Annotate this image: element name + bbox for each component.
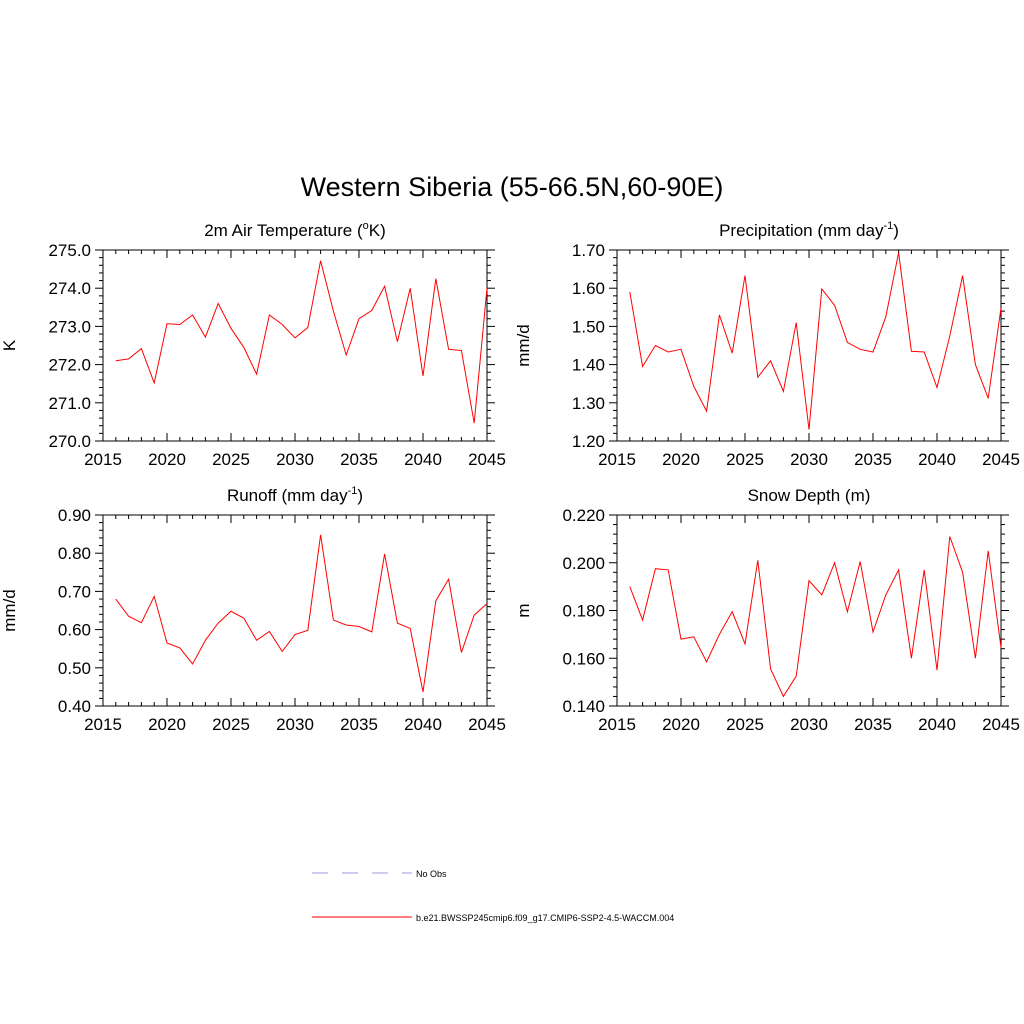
y-tick-label: 271.0 (48, 394, 91, 413)
chart-panel: Precipitation (mm day-1) mm/d 2015 2020 2025… (514, 220, 1020, 469)
chart-panel: Snow Depth (m) m 2015 2020 2025 2030 2035 2040 2… (514, 486, 1020, 734)
x-tick-label: 2015 (84, 715, 122, 734)
x-tick-label: 2020 (662, 715, 700, 734)
x-tick-label: 2020 (148, 715, 186, 734)
y-axis-label: mm/d (0, 589, 19, 632)
y-tick-label: 1.30 (572, 394, 605, 413)
y-tick-label: 1.20 (572, 432, 605, 451)
series-line (629, 536, 1002, 698)
x-tick-label: 2025 (726, 450, 764, 469)
y-tick-label: 1.40 (572, 356, 605, 375)
y-tick-label: 0.140 (562, 697, 605, 716)
plot-frame (102, 249, 488, 442)
x-tick-label: 2030 (276, 450, 314, 469)
y-axis-label: mm/d (514, 324, 533, 367)
chart-panel: Runoff (mm day-1) mm/d 2015 2020 2025 2030 203… (0, 485, 506, 734)
x-tick-label: 2020 (148, 450, 186, 469)
panel-title-tail: ) (357, 486, 363, 505)
y-tick-label: 0.220 (562, 506, 605, 525)
panel-title: Snow Depth (m) (748, 486, 871, 505)
series-line (115, 534, 488, 692)
x-tick-label: 2045 (982, 450, 1020, 469)
y-axis-label: m (514, 603, 533, 617)
y-tick-label: 0.40 (58, 697, 91, 716)
panel-title-tail: K) (369, 221, 386, 240)
x-tick-label: 2045 (982, 715, 1020, 734)
panel-title: 2m Air Temperature (oK) (204, 220, 386, 240)
panel-title-tail: ) (893, 221, 899, 240)
x-tick-label: 2040 (918, 715, 956, 734)
y-tick-label: 0.50 (58, 659, 91, 678)
x-tick-label: 2035 (854, 450, 892, 469)
panel-title-superscript: -1 (883, 220, 893, 232)
x-tick-label: 2020 (662, 450, 700, 469)
x-tick-label: 2035 (854, 715, 892, 734)
x-tick-label: 2015 (598, 450, 636, 469)
x-tick-label: 2025 (212, 450, 250, 469)
y-tick-label: 1.60 (572, 279, 605, 298)
plot-frame (616, 249, 1002, 442)
x-tick-label: 2040 (404, 715, 442, 734)
y-tick-label: 0.90 (58, 506, 91, 525)
panel-title-text: Snow Depth (m) (748, 486, 871, 505)
y-tick-label: 1.50 (572, 317, 605, 336)
x-tick-label: 2015 (84, 450, 122, 469)
y-tick-label: 0.160 (562, 649, 605, 668)
y-tick-label: 272.0 (48, 356, 91, 375)
panel-title: Runoff (mm day-1) (227, 485, 363, 505)
x-tick-label: 2045 (468, 715, 506, 734)
x-tick-label: 2030 (276, 715, 314, 734)
panels: 2m Air Temperature (oK) K 2015 2020 2025 2030… (0, 220, 1020, 734)
y-axis-label: K (0, 339, 19, 351)
y-tick-label: 1.70 (572, 241, 605, 260)
y-tick-label: 0.200 (562, 554, 605, 573)
y-tick-label: 0.60 (58, 621, 91, 640)
y-tick-label: 275.0 (48, 241, 91, 260)
x-tick-label: 2030 (790, 715, 828, 734)
x-tick-label: 2045 (468, 450, 506, 469)
panel-title: Precipitation (mm day-1) (719, 220, 899, 240)
panel-title-text: Precipitation (mm day (719, 221, 884, 240)
legend-label: b.e21.BWSSP245cmip6.f09_g17.CMIP6-SSP2-4… (416, 913, 674, 923)
y-tick-label: 274.0 (48, 279, 91, 298)
x-tick-label: 2025 (212, 715, 250, 734)
x-tick-label: 2015 (598, 715, 636, 734)
y-tick-label: 270.0 (48, 432, 91, 451)
series-line (629, 252, 1002, 430)
legend-label: No Obs (416, 869, 447, 879)
y-tick-label: 0.70 (58, 582, 91, 601)
y-tick-label: 0.180 (562, 602, 605, 621)
plot-frame (616, 514, 1002, 707)
panel-title-superscript: o (363, 220, 369, 232)
x-tick-label: 2035 (340, 450, 378, 469)
y-tick-label: 273.0 (48, 317, 91, 336)
x-tick-label: 2030 (790, 450, 828, 469)
panel-title-superscript: -1 (348, 485, 358, 497)
legend: No Obs b.e21.BWSSP245cmip6.f09_g17.CMIP6-… (312, 869, 674, 923)
y-tick-label: 0.80 (58, 544, 91, 563)
series-line (115, 260, 488, 424)
x-tick-label: 2035 (340, 715, 378, 734)
x-tick-label: 2040 (918, 450, 956, 469)
x-tick-label: 2025 (726, 715, 764, 734)
figure-title: Western Siberia (55-66.5N,60-90E) (301, 172, 724, 202)
chart-panel: 2m Air Temperature (oK) K 2015 2020 2025 2030… (0, 220, 506, 469)
plot-frame (102, 514, 488, 707)
x-tick-label: 2040 (404, 450, 442, 469)
panel-title-text: 2m Air Temperature ( (204, 221, 363, 240)
panel-title-text: Runoff (mm day (227, 486, 348, 505)
